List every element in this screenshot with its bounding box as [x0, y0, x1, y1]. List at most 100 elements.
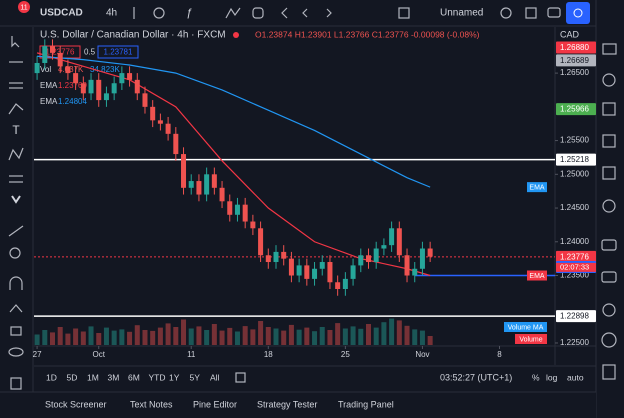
legend-ohlc: O1.23874 H1.23901 L1.23766 C1.23776 -0.0…	[255, 29, 480, 39]
currency[interactable]: CAD	[560, 29, 580, 39]
volume-bar	[281, 330, 287, 345]
candle-body	[273, 251, 279, 263]
scale-tag-label: Volume	[519, 336, 542, 343]
tool-icon[interactable]	[8, 225, 24, 237]
volume-bar	[312, 331, 318, 345]
icon[interactable]	[153, 7, 165, 19]
icon[interactable]	[302, 8, 308, 18]
panel-tab[interactable]: Pine Editor	[193, 399, 237, 409]
range-button[interactable]: 6M	[128, 372, 140, 382]
range-button[interactable]: 1Y	[169, 372, 180, 382]
widget-icon[interactable]	[602, 134, 616, 148]
price-label-box	[556, 103, 596, 116]
widget-icon[interactable]	[602, 364, 616, 380]
icon[interactable]	[326, 8, 332, 18]
candle-body	[427, 248, 433, 257]
volume-bar	[34, 334, 40, 345]
date-range-icon[interactable]	[235, 372, 246, 383]
panel-tab[interactable]: Strategy Tester	[257, 399, 317, 409]
candle-body	[80, 83, 86, 94]
range-button[interactable]: All	[210, 372, 220, 382]
badge-count: 11	[20, 4, 27, 11]
widget-icon[interactable]	[601, 332, 617, 348]
buy-button[interactable]	[97, 45, 139, 59]
candle-body	[365, 255, 371, 263]
scale-option[interactable]: log	[546, 372, 558, 382]
volume-bar	[103, 327, 109, 345]
icon[interactable]	[500, 7, 512, 19]
volume-bar	[273, 328, 279, 345]
volume-bar	[296, 329, 302, 345]
candle-body	[211, 174, 217, 188]
range-button[interactable]: 1M	[87, 372, 99, 382]
layout-name[interactable]: Unnamed	[440, 8, 483, 19]
scale-option[interactable]: %	[532, 372, 540, 382]
tool-icon[interactable]	[9, 247, 21, 259]
price-label: 1.25966	[560, 105, 589, 114]
tool-icon[interactable]	[8, 147, 24, 161]
range-button[interactable]: YTD	[149, 372, 166, 382]
candle-body	[373, 248, 379, 263]
widget-icon[interactable]	[601, 239, 617, 251]
range-button[interactable]: 1D	[46, 372, 57, 382]
ema-tag-label: EMA	[529, 273, 545, 280]
icon[interactable]	[252, 7, 264, 19]
icon[interactable]	[547, 7, 561, 18]
alert-button[interactable]	[566, 2, 590, 24]
volume-bar	[88, 326, 94, 345]
widget-icon[interactable]	[601, 271, 617, 283]
scale-option[interactable]: auto	[567, 372, 584, 382]
candle-body	[204, 174, 210, 195]
tool-icon[interactable]	[10, 377, 22, 390]
tool-icon[interactable]	[8, 347, 24, 357]
icon[interactable]	[525, 7, 537, 19]
symbol[interactable]: USDCAD	[40, 8, 83, 19]
widget-icon[interactable]	[602, 303, 616, 317]
volume-bar	[188, 328, 194, 345]
range-button[interactable]: 5D	[67, 372, 78, 382]
widget-icon[interactable]	[602, 73, 616, 87]
icon[interactable]	[281, 7, 288, 19]
ema-legend-name: EMA	[40, 97, 58, 106]
right-toolbar	[597, 0, 624, 418]
volume-bar	[165, 323, 171, 345]
icon[interactable]	[398, 7, 410, 19]
candle-body	[227, 201, 233, 215]
range-button[interactable]: 3M	[108, 372, 120, 382]
tool-icon[interactable]	[11, 36, 20, 48]
widget-icon[interactable]	[602, 199, 616, 213]
price-label: 1.25218	[560, 155, 589, 164]
widget-icon[interactable]	[602, 102, 616, 116]
volume-bar	[427, 336, 433, 345]
volume-bar	[381, 322, 387, 345]
panel-tab[interactable]: Text Notes	[130, 399, 173, 409]
tool-icon[interactable]	[10, 326, 22, 336]
volume-bar	[288, 324, 294, 345]
candle-body	[49, 46, 56, 53]
widget-icon[interactable]	[602, 166, 616, 180]
x-tick-label: Nov	[415, 350, 429, 359]
tool-icon[interactable]	[8, 103, 24, 115]
x-tick-label: 18	[264, 350, 273, 359]
volume-bar	[227, 327, 233, 345]
badge	[18, 1, 30, 13]
ema-line	[37, 55, 431, 188]
icon[interactable]	[225, 7, 241, 19]
tool-icon[interactable]	[9, 276, 23, 290]
interval[interactable]: 4h	[106, 8, 117, 19]
panel-tab[interactable]: Trading Panel	[338, 399, 394, 409]
tool-icon[interactable]	[9, 304, 23, 313]
tool-icon[interactable]	[11, 195, 21, 204]
volume-bar	[365, 324, 371, 345]
candle-body	[173, 133, 179, 155]
tool-icon[interactable]: T	[12, 123, 20, 137]
buy-price[interactable]: 1.23781	[104, 48, 133, 57]
widget-icon[interactable]	[602, 43, 617, 55]
candle-body	[103, 93, 109, 101]
panel-tab[interactable]: Stock Screener	[45, 399, 107, 409]
volume-bar	[373, 327, 379, 345]
icon[interactable]: ƒ	[186, 7, 192, 19]
candle-body	[419, 248, 425, 269]
status-dot	[233, 32, 239, 38]
range-button[interactable]: 5Y	[190, 372, 201, 382]
